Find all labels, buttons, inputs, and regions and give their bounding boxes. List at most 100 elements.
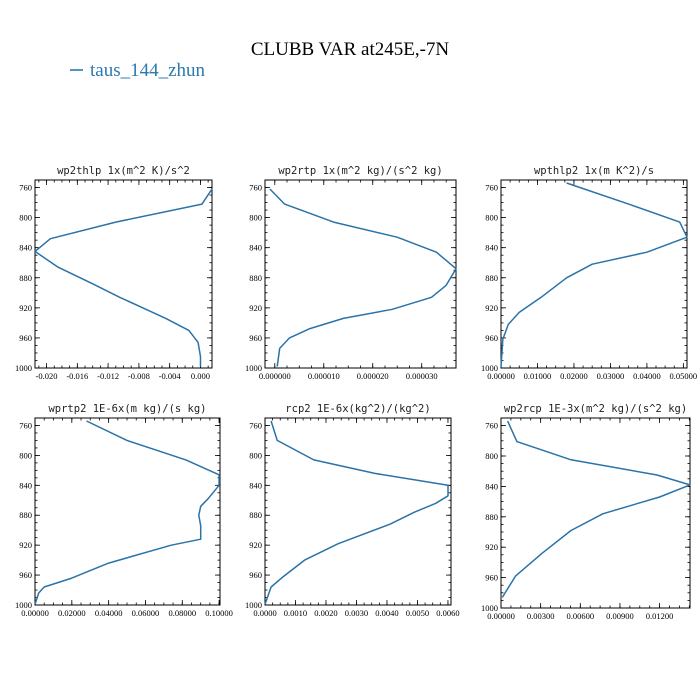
plot-frame <box>500 179 688 369</box>
y-tick-label: 960 <box>249 570 262 580</box>
x-tick-label: 0.000030 <box>406 371 438 381</box>
y-tick-label: 760 <box>19 183 32 193</box>
x-tick-label: 0.0060 <box>436 608 459 618</box>
series-line <box>264 420 449 605</box>
series-line <box>34 188 213 367</box>
x-tick-label: 0.000020 <box>357 371 389 381</box>
x-tick-label: -0.020 <box>36 371 58 381</box>
y-tick-label: 760 <box>485 183 498 193</box>
y-tick-label: 880 <box>485 273 498 283</box>
plot-frame <box>34 417 221 606</box>
x-tick-label: -0.016 <box>66 371 88 381</box>
x-tick-label: -0.012 <box>97 371 119 381</box>
x-tick-label: 0.00000 <box>21 608 49 618</box>
y-tick-label: 920 <box>485 542 498 552</box>
series-line <box>500 182 688 368</box>
plot-frame <box>500 417 691 609</box>
y-tick-label: 840 <box>485 481 498 491</box>
x-tick-label: 0.0040 <box>375 608 398 618</box>
y-tick-label: 760 <box>485 421 498 431</box>
y-tick-label: 760 <box>249 420 262 430</box>
y-tick-label: 880 <box>249 273 262 283</box>
y-tick-label: 880 <box>249 510 262 520</box>
y-tick-label: 800 <box>485 213 498 223</box>
x-tick-label: 0.000000 <box>259 371 291 381</box>
y-tick-label: 920 <box>19 303 32 313</box>
y-tick-label: 800 <box>249 213 262 223</box>
y-tick-label: 1000 <box>245 600 262 610</box>
y-tick-label: 1000 <box>481 363 498 373</box>
y-tick-label: 800 <box>19 213 32 223</box>
x-tick-label: 0.06000 <box>132 608 160 618</box>
x-tick-label: 0.0010 <box>284 608 307 618</box>
x-tick-label: 0.04000 <box>95 608 123 618</box>
legend-label: taus_144_zhun <box>90 60 206 81</box>
y-tick-label: 1000 <box>481 603 498 613</box>
panel-title: wpthlp2 1x(m K^2)/s <box>534 165 654 177</box>
y-tick-label: 800 <box>485 451 498 461</box>
y-tick-label: 840 <box>485 243 498 253</box>
panel-title: wp2rtp 1x(m^2 kg)/(s^2 kg) <box>278 165 442 177</box>
panel-1: wp2thlp 1x(m^2 K)/s^2-0.020 -0.016 -0.012-… <box>15 165 213 381</box>
y-tick-label: 920 <box>19 540 32 550</box>
panel-title: wprtp2 1E-6x(m kg)/(s kg) <box>48 403 206 415</box>
x-tick-label: 0.01000 <box>524 371 552 381</box>
x-tick-label: 0.000 <box>191 371 210 381</box>
plot-frame <box>264 417 452 606</box>
y-tick-label: 960 <box>19 333 32 343</box>
panel-2: wp2rtp 1x(m^2 kg)/(s^2 kg) 0.000000 0.0000… <box>245 165 457 381</box>
y-tick-label: 760 <box>249 183 262 193</box>
x-tick-label: 0.0020 <box>314 608 337 618</box>
y-tick-label: 840 <box>19 243 32 253</box>
x-tick-label: 0.00900 <box>606 611 634 621</box>
y-tick-label: 840 <box>249 480 262 490</box>
y-tick-label: 920 <box>485 303 498 313</box>
y-tick-label: 880 <box>19 273 32 283</box>
panel-3: wpthlp2 1x(m K^2)/s 0.00000 0.01000 0.02000… <box>481 165 697 381</box>
x-tick-label: -0.004 <box>159 371 182 381</box>
x-tick-label: -0.008 <box>128 371 150 381</box>
x-tick-label: 0.00300 <box>527 611 555 621</box>
series-line <box>34 420 220 605</box>
figure-title: CLUBB VAR at245E,-7N <box>251 39 450 60</box>
y-tick-label: 920 <box>249 540 262 550</box>
x-tick-label: 0.00600 <box>566 611 594 621</box>
x-tick-label: 0.00000 <box>487 371 515 381</box>
x-tick-label: 0.02000 <box>560 371 588 381</box>
y-tick-label: 1000 <box>245 363 262 373</box>
y-tick-label: 800 <box>249 450 262 460</box>
y-tick-label: 800 <box>19 450 32 460</box>
panel-title: rcp2 1E-6x(kg^2)/(kg^2) <box>285 403 430 415</box>
x-tick-label: 0.00000 <box>487 611 515 621</box>
x-tick-label: 0.0030 <box>345 608 368 618</box>
x-tick-label: 0.03000 <box>597 371 625 381</box>
x-tick-label: 0.000010 <box>308 371 340 381</box>
series-line <box>269 188 457 367</box>
y-tick-label: 960 <box>485 573 498 583</box>
panel-5: rcp2 1E-6x(kg^2)/(kg^2) 0.0000 0.0010 0.002… <box>245 403 460 618</box>
y-tick-label: 760 <box>19 420 32 430</box>
y-tick-label: 1000 <box>15 363 32 373</box>
y-tick-label: 960 <box>249 333 262 343</box>
y-tick-label: 880 <box>485 512 498 522</box>
x-tick-label: 0.08000 <box>168 608 196 618</box>
panel-grid: wp2thlp 1x(m^2 K)/s^2-0.020 -0.016 -0.012-… <box>15 165 697 621</box>
panel-title: wp2rcp 1E-3x(m^2 kg)/(s^2 kg) <box>504 403 687 415</box>
y-tick-label: 840 <box>19 480 32 490</box>
y-tick-label: 840 <box>249 243 262 253</box>
y-tick-label: 960 <box>19 570 32 580</box>
y-tick-label: 880 <box>19 510 32 520</box>
y-tick-label: 920 <box>249 303 262 313</box>
x-tick-label: 0.01200 <box>646 611 674 621</box>
series-line <box>501 420 691 598</box>
x-tick-label: 0.05000 <box>670 371 698 381</box>
panel-6: wp2rcp 1E-3x(m^2 kg)/(s^2 kg) 0.00000 0.00… <box>481 403 691 621</box>
y-tick-label: 960 <box>485 333 498 343</box>
x-tick-label: 0.0050 <box>406 608 429 618</box>
y-tick-label: 1000 <box>15 600 32 610</box>
x-tick-label: 0.04000 <box>633 371 661 381</box>
panel-4: wprtp2 1E-6x(m kg)/(s kg) 0.00000 0.02000 0… <box>15 403 233 618</box>
x-tick-label: 0.02000 <box>58 608 86 618</box>
x-tick-label: 0.0000 <box>253 608 276 618</box>
